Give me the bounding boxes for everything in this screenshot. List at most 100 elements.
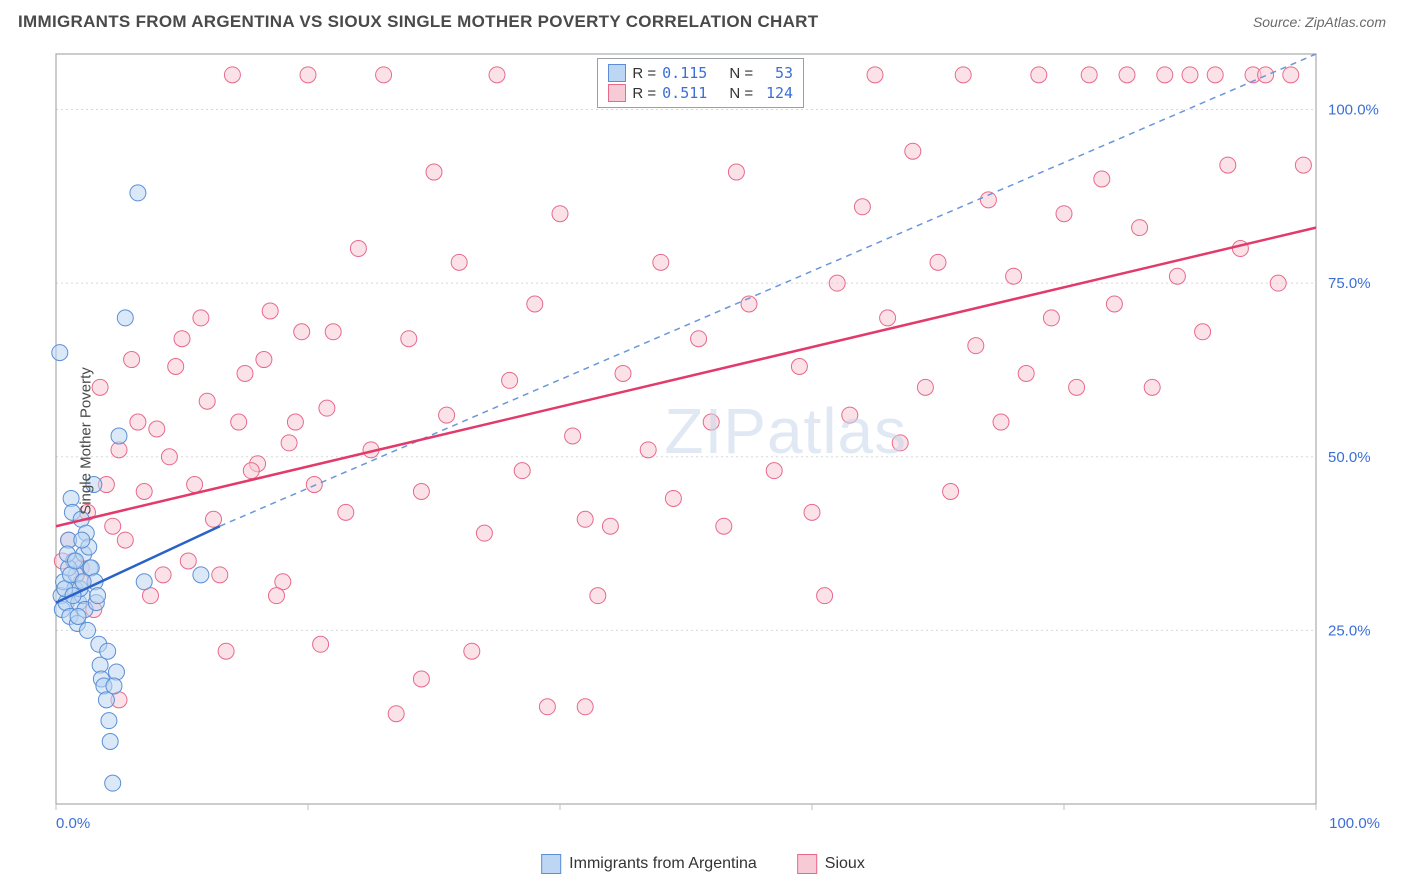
data-point bbox=[1006, 268, 1022, 284]
header: IMMIGRANTS FROM ARGENTINA VS SIOUX SINGL… bbox=[0, 0, 1406, 40]
data-point bbox=[180, 553, 196, 569]
data-point bbox=[539, 699, 555, 715]
data-point bbox=[98, 692, 114, 708]
data-point bbox=[476, 525, 492, 541]
chart-title: IMMIGRANTS FROM ARGENTINA VS SIOUX SINGL… bbox=[18, 12, 818, 32]
data-point bbox=[1031, 67, 1047, 83]
data-point bbox=[313, 636, 329, 652]
data-point bbox=[187, 477, 203, 493]
data-point bbox=[262, 303, 278, 319]
data-point bbox=[92, 379, 108, 395]
data-point bbox=[199, 393, 215, 409]
data-point bbox=[817, 588, 833, 604]
data-point bbox=[905, 143, 921, 159]
data-point bbox=[106, 678, 122, 694]
data-point bbox=[149, 421, 165, 437]
data-point bbox=[193, 310, 209, 326]
data-point bbox=[136, 484, 152, 500]
legend-swatch bbox=[797, 854, 817, 874]
data-point bbox=[1144, 379, 1160, 395]
data-point bbox=[527, 296, 543, 312]
data-point bbox=[1043, 310, 1059, 326]
data-point bbox=[269, 588, 285, 604]
data-point bbox=[854, 199, 870, 215]
data-point bbox=[1207, 67, 1223, 83]
data-point bbox=[281, 435, 297, 451]
data-point bbox=[451, 254, 467, 270]
data-point bbox=[653, 254, 669, 270]
y-axis-title: Single Mother Poverty bbox=[77, 367, 94, 515]
data-point bbox=[728, 164, 744, 180]
data-point bbox=[1081, 67, 1097, 83]
data-point bbox=[130, 185, 146, 201]
data-point bbox=[968, 338, 984, 354]
y-tick-label: 50.0% bbox=[1328, 449, 1371, 466]
data-point bbox=[577, 511, 593, 527]
data-point bbox=[287, 414, 303, 430]
n-value: 53 bbox=[759, 64, 793, 82]
legend-item: Immigrants from Argentina bbox=[541, 854, 757, 874]
data-point bbox=[111, 428, 127, 444]
series-legend: Immigrants from Argentina Sioux bbox=[541, 854, 865, 874]
data-point bbox=[105, 518, 121, 534]
n-label: N = bbox=[729, 65, 753, 82]
data-point bbox=[388, 706, 404, 722]
data-point bbox=[829, 275, 845, 291]
data-point bbox=[565, 428, 581, 444]
data-point bbox=[168, 359, 184, 375]
r-value: 0.115 bbox=[662, 64, 707, 82]
legend-swatch bbox=[608, 84, 626, 102]
scatter-chart: 25.0%50.0%75.0%100.0%0.0%100.0% bbox=[48, 46, 1388, 836]
data-point bbox=[1195, 324, 1211, 340]
data-point bbox=[665, 490, 681, 506]
data-point bbox=[502, 372, 518, 388]
data-point bbox=[350, 240, 366, 256]
data-point bbox=[791, 359, 807, 375]
data-point bbox=[243, 463, 259, 479]
data-point bbox=[703, 414, 719, 430]
data-point bbox=[892, 435, 908, 451]
data-point bbox=[193, 567, 209, 583]
data-point bbox=[1132, 220, 1148, 236]
y-tick-label: 75.0% bbox=[1328, 275, 1371, 292]
data-point bbox=[130, 414, 146, 430]
data-point bbox=[917, 379, 933, 395]
data-point bbox=[124, 352, 140, 368]
x-tick-label: 0.0% bbox=[56, 815, 90, 832]
data-point bbox=[514, 463, 530, 479]
data-point bbox=[102, 734, 118, 750]
data-point bbox=[439, 407, 455, 423]
data-point bbox=[117, 532, 133, 548]
data-point bbox=[842, 407, 858, 423]
data-point bbox=[105, 775, 121, 791]
stats-legend-row: R = 0.511 N = 124 bbox=[608, 83, 793, 103]
data-point bbox=[489, 67, 505, 83]
data-point bbox=[1283, 67, 1299, 83]
data-point bbox=[376, 67, 392, 83]
legend-swatch bbox=[608, 64, 626, 82]
data-point bbox=[1258, 67, 1274, 83]
data-point bbox=[231, 414, 247, 430]
data-point bbox=[108, 664, 124, 680]
n-label: N = bbox=[729, 85, 753, 102]
data-point bbox=[1295, 157, 1311, 173]
data-point bbox=[294, 324, 310, 340]
data-point bbox=[1069, 379, 1085, 395]
data-point bbox=[256, 352, 272, 368]
y-tick-label: 100.0% bbox=[1328, 102, 1379, 119]
legend-item: Sioux bbox=[797, 854, 865, 874]
x-tick-label: 100.0% bbox=[1329, 815, 1380, 832]
data-point bbox=[52, 345, 68, 361]
data-point bbox=[237, 365, 253, 381]
source-attribution: Source: ZipAtlas.com bbox=[1253, 14, 1386, 30]
data-point bbox=[980, 192, 996, 208]
data-point bbox=[70, 609, 86, 625]
data-point bbox=[880, 310, 896, 326]
data-point bbox=[615, 365, 631, 381]
data-point bbox=[1157, 67, 1173, 83]
data-point bbox=[74, 532, 90, 548]
legend-label: Immigrants from Argentina bbox=[569, 855, 757, 873]
data-point bbox=[413, 671, 429, 687]
data-point bbox=[206, 511, 222, 527]
data-point bbox=[319, 400, 335, 416]
